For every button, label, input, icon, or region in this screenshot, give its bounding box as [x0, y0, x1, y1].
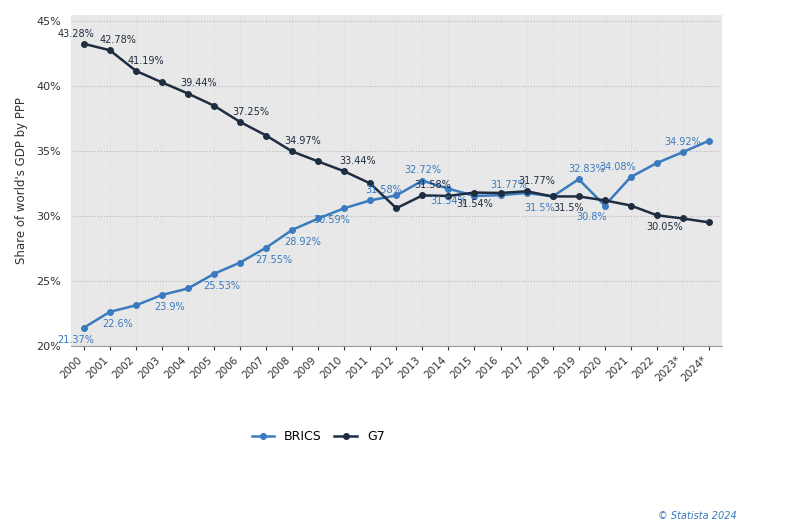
- Text: 31.5%: 31.5%: [553, 203, 584, 213]
- G7: [704, 219, 714, 226]
- G7: [365, 180, 375, 187]
- Text: 30.8%: 30.8%: [577, 212, 607, 222]
- BRICS: [313, 215, 323, 222]
- Text: 34.08%: 34.08%: [599, 162, 636, 172]
- G7: [340, 168, 349, 174]
- Line: BRICS: BRICS: [81, 138, 711, 330]
- Text: 37.25%: 37.25%: [232, 107, 269, 117]
- Text: 25.53%: 25.53%: [203, 281, 240, 290]
- Text: 39.44%: 39.44%: [180, 78, 217, 88]
- BRICS: [235, 260, 245, 266]
- BRICS: [626, 174, 635, 180]
- BRICS: [340, 205, 349, 211]
- Text: © Statista 2024: © Statista 2024: [658, 511, 737, 521]
- Text: 31.5%: 31.5%: [525, 203, 555, 213]
- G7: [313, 158, 323, 164]
- BRICS: [261, 245, 271, 251]
- BRICS: [131, 302, 141, 309]
- G7: [105, 47, 115, 53]
- G7: [209, 103, 219, 109]
- Text: 31.58%: 31.58%: [365, 185, 402, 195]
- Text: 42.78%: 42.78%: [99, 35, 136, 45]
- Legend: BRICS, G7: BRICS, G7: [247, 425, 390, 448]
- BRICS: [574, 176, 583, 182]
- G7: [444, 193, 453, 199]
- G7: [496, 190, 505, 196]
- Text: 30.05%: 30.05%: [646, 222, 683, 232]
- Text: 41.19%: 41.19%: [128, 56, 165, 65]
- Text: 31.58%: 31.58%: [414, 180, 451, 190]
- BRICS: [209, 271, 219, 277]
- Text: 21.37%: 21.37%: [58, 335, 95, 345]
- G7: [79, 40, 89, 47]
- BRICS: [521, 190, 531, 196]
- Text: 34.97%: 34.97%: [284, 136, 321, 146]
- G7: [261, 132, 271, 139]
- BRICS: [444, 186, 453, 192]
- Text: 28.92%: 28.92%: [284, 237, 321, 247]
- Text: 30.59%: 30.59%: [313, 215, 349, 225]
- G7: [131, 68, 141, 74]
- G7: [678, 215, 688, 222]
- Text: 33.44%: 33.44%: [339, 156, 376, 166]
- Text: 22.6%: 22.6%: [103, 319, 133, 329]
- BRICS: [678, 149, 688, 155]
- Text: 31.54%: 31.54%: [456, 200, 493, 210]
- Text: 43.28%: 43.28%: [58, 29, 95, 39]
- BRICS: [79, 325, 89, 331]
- BRICS: [183, 285, 193, 292]
- BRICS: [417, 178, 427, 184]
- G7: [235, 119, 245, 125]
- Line: G7: G7: [81, 41, 711, 225]
- Text: 32.83%: 32.83%: [568, 164, 605, 174]
- BRICS: [548, 193, 557, 200]
- BRICS: [157, 292, 167, 298]
- BRICS: [392, 192, 401, 198]
- BRICS: [704, 138, 714, 144]
- G7: [626, 202, 635, 209]
- Text: 32.72%: 32.72%: [404, 165, 441, 176]
- G7: [288, 148, 297, 155]
- G7: [574, 193, 583, 200]
- G7: [600, 197, 610, 204]
- G7: [548, 193, 557, 200]
- BRICS: [652, 160, 662, 166]
- Text: 31.77%: 31.77%: [490, 180, 527, 190]
- Text: 23.9%: 23.9%: [155, 302, 185, 312]
- BRICS: [105, 309, 115, 315]
- G7: [417, 192, 427, 198]
- G7: [652, 212, 662, 219]
- G7: [183, 90, 193, 97]
- Y-axis label: Share of world's GDP by PPP: Share of world's GDP by PPP: [15, 97, 28, 264]
- G7: [157, 79, 167, 86]
- BRICS: [496, 192, 505, 198]
- Text: 34.92%: 34.92%: [665, 137, 701, 147]
- BRICS: [288, 227, 297, 233]
- BRICS: [600, 202, 610, 209]
- G7: [392, 205, 401, 211]
- G7: [521, 188, 531, 195]
- Text: 31.77%: 31.77%: [518, 176, 555, 186]
- Text: 27.55%: 27.55%: [256, 254, 292, 264]
- BRICS: [469, 193, 479, 199]
- Text: 31.54%: 31.54%: [430, 196, 467, 205]
- G7: [469, 189, 479, 196]
- BRICS: [365, 197, 375, 204]
